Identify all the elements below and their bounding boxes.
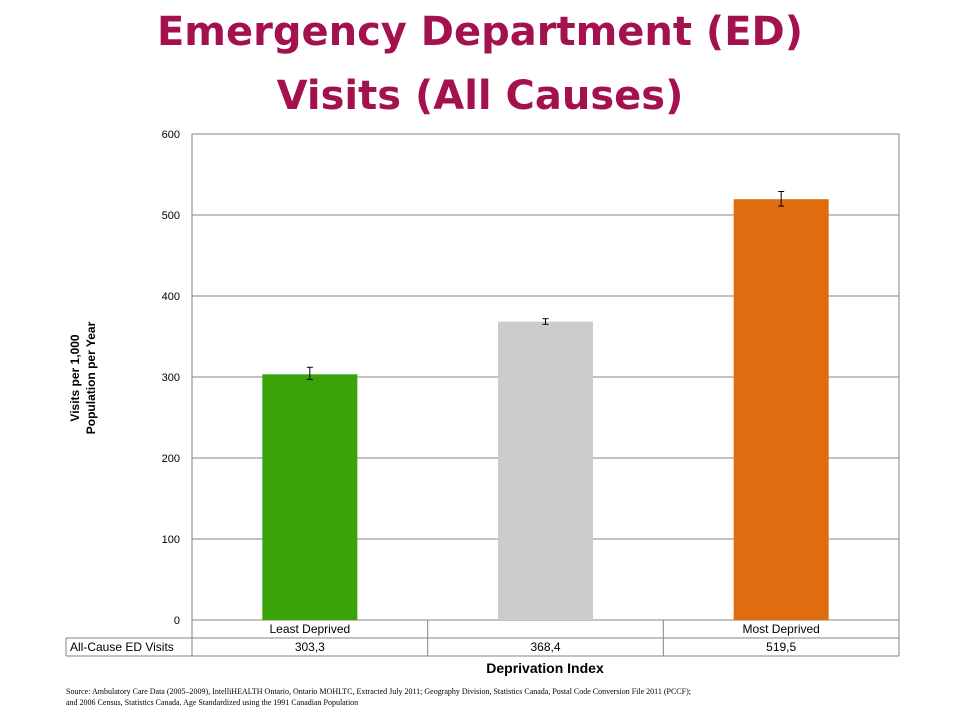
x-axis-label: Deprivation Index [486, 660, 604, 676]
y-tick-label-0: 0 [174, 615, 180, 627]
x-tick-label-3: Most Deprived [742, 622, 819, 636]
data-label-3: 519,5 [766, 640, 796, 654]
y-tick-label-100: 100 [162, 534, 180, 546]
y-tick-label-500: 500 [162, 210, 180, 222]
data-label-2: 368,4 [530, 640, 560, 654]
data-label-1: 303,3 [295, 640, 325, 654]
source-line-2: and 2006 Census, Statistics Canada. Age … [66, 698, 359, 707]
error-bars [306, 191, 785, 380]
chart-title-line1: Emergency Department (ED) [156, 9, 804, 55]
y-tick-label-200: 200 [162, 453, 180, 465]
x-tick-label-1: Least Deprived [269, 622, 350, 636]
table-series-name: All-Cause ED Visits [70, 640, 174, 654]
y-axis-ticks: 0 100 200 300 400 500 600 [162, 129, 180, 627]
y-tick-label-400: 400 [162, 291, 180, 303]
source-line-1: Source: Ambulatory Care Data (2005–2009)… [66, 687, 691, 696]
y-axis-label-line2: Population per Year [84, 321, 98, 434]
bar-1 [262, 374, 358, 620]
bar-3 [733, 199, 829, 620]
y-tick-label-600: 600 [162, 129, 180, 141]
y-axis-label-line1: Visits per 1,000 [68, 334, 82, 421]
chart-title-line2: Visits (All Causes) [276, 73, 684, 119]
data-table: Least Deprived Most Deprived All-Cause ED … [65, 620, 900, 657]
bar-2 [498, 321, 593, 620]
bars [262, 199, 829, 620]
y-tick-label-300: 300 [162, 372, 180, 384]
source-note: Source: Ambulatory Care Data (2005–2009)… [66, 686, 886, 708]
